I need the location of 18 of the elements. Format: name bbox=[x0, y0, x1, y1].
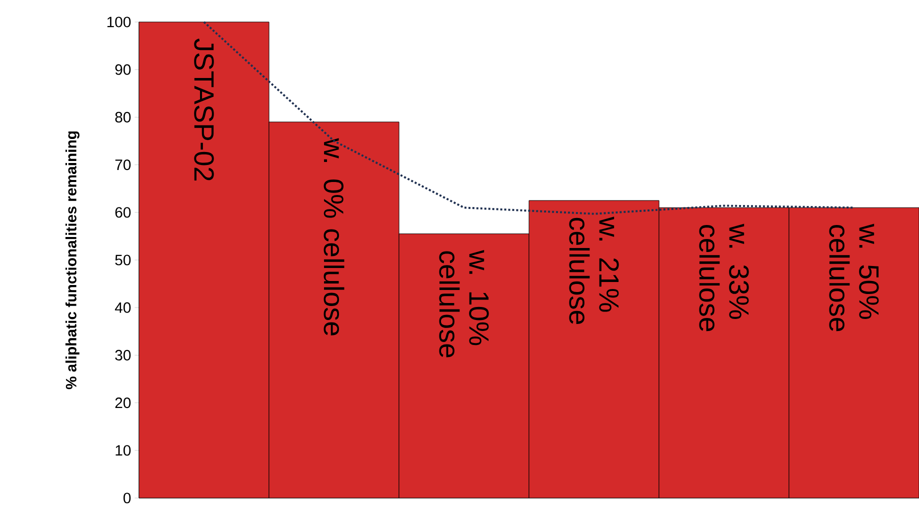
x-tick-label: JSTASP-02 bbox=[194, 38, 214, 180]
y-tick-label: 20 bbox=[115, 398, 131, 408]
y-tick-label: 40 bbox=[114, 302, 131, 313]
y-tick-label: 100 bbox=[107, 16, 131, 28]
y-axis-title: % aliphatic functionalities remaining bbox=[65, 131, 80, 390]
y-tick-label: 80 bbox=[115, 112, 131, 122]
x-tick-label: w. 21% cellulose bbox=[569, 216, 619, 324]
y-tick-label: 70 bbox=[115, 160, 131, 170]
x-tick-label: w. 50% cellulose bbox=[829, 224, 879, 332]
y-tick-label: 50 bbox=[115, 254, 131, 266]
y-tick-label: 30 bbox=[115, 350, 131, 360]
x-tick-label: w. 0% cellulose bbox=[324, 138, 344, 336]
y-tick-label: 0 bbox=[123, 492, 131, 504]
x-tick-label: w. 10% cellulose bbox=[439, 250, 489, 358]
y-tick-label: 90 bbox=[115, 64, 131, 75]
x-tick-label: w. 33% cellulose bbox=[699, 224, 749, 332]
y-tick-label: 10 bbox=[116, 445, 131, 456]
y-tick-label: 60 bbox=[115, 207, 131, 218]
